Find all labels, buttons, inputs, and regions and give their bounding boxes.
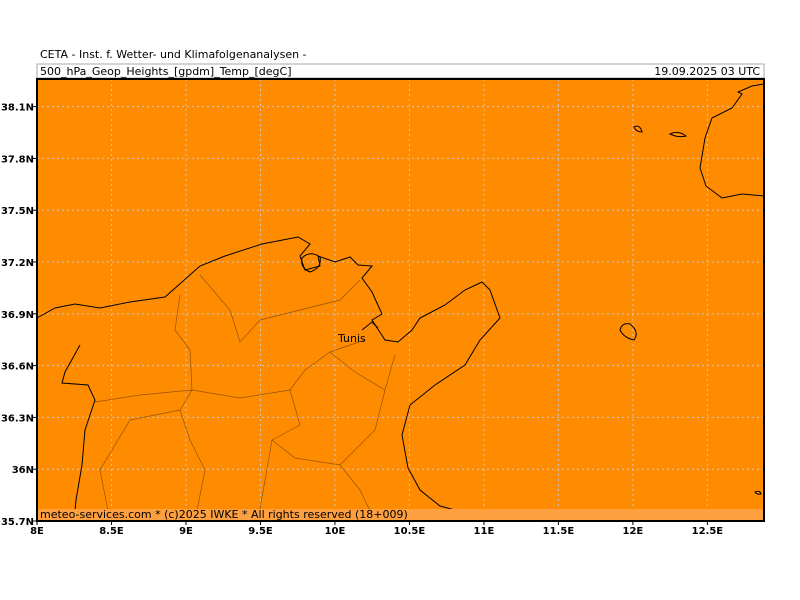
admin-borders: [94, 274, 396, 522]
x-tick-label: 12.5E: [692, 526, 724, 537]
x-tick-label: 10.5E: [394, 526, 426, 537]
field-name: 500_hPa_Geop_Heights_[gpdm]_Temp_[degC]: [40, 65, 292, 78]
border: [94, 339, 366, 403]
y-tick-label: 37.2N: [1, 258, 34, 269]
coast-sicily: [699, 83, 765, 199]
y-tick-label: 36.9N: [1, 310, 34, 321]
border: [257, 439, 273, 522]
border: [271, 389, 386, 466]
island: [633, 125, 643, 133]
map-frame: [36, 78, 765, 522]
border: [99, 409, 181, 522]
border: [329, 351, 396, 391]
y-tick-label: 35.7N: [1, 517, 34, 528]
border: [199, 274, 361, 343]
y-tick-label: 37.5N: [1, 206, 34, 217]
axis-ticks: 8E 8.5E 9E 9.5E 10E 10.5E 11E 11.5E 12E 12.5E 35.7…: [1, 103, 723, 537]
pantelleria: [619, 323, 637, 341]
tunis-gulf: [361, 321, 379, 331]
island: [754, 490, 762, 495]
y-tick-label: 36.6N: [1, 362, 34, 373]
coastlines: [36, 83, 765, 522]
y-tick-label: 38.1N: [1, 103, 34, 114]
y-tick-label: 36.3N: [1, 413, 34, 424]
island: [668, 131, 688, 138]
y-tick-label: 37.8N: [1, 154, 34, 165]
x-tick-label: 11E: [474, 526, 495, 537]
x-tick-label: 8E: [30, 526, 44, 537]
footer-text: meteo-services.com * (c)2025 IWKE * All …: [40, 508, 408, 521]
border: [174, 294, 206, 522]
y-tick-label: 36N: [12, 465, 34, 476]
border-algeria: [61, 344, 96, 522]
x-tick-label: 12E: [623, 526, 644, 537]
x-tick-label: 9E: [179, 526, 193, 537]
map-area: [37, 79, 764, 521]
coast-tunisia: [36, 236, 501, 522]
footer-bar: [37, 509, 764, 520]
place-label: Tunis: [337, 332, 366, 345]
header-title: CETA - Inst. f. Wetter- und Klimafolgena…: [40, 48, 307, 61]
valid-time: 19.09.2025 03 UTC: [654, 65, 760, 78]
x-tick-label: 11.5E: [543, 526, 575, 537]
x-tick-label: 8.5E: [99, 526, 124, 537]
x-tick-label: 10E: [325, 526, 346, 537]
lake-bizerte: [301, 253, 321, 273]
x-tick-label: 9.5E: [248, 526, 273, 537]
